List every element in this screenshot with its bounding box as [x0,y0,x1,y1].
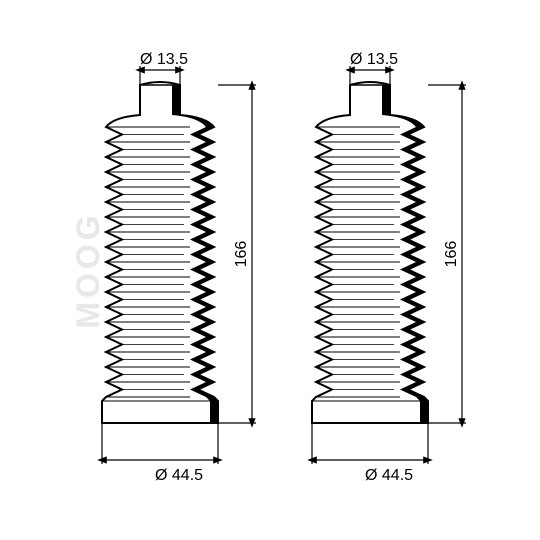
dim-bottom-0: Ø 44.5 [155,467,203,484]
dim-bottom-1: Ø 44.5 [365,467,413,484]
watermark-text: MOOG [70,211,107,328]
dim-height-0: 166 [233,241,250,268]
dim-top-0: Ø 13.5 [140,51,188,68]
diagram-canvas: MOOG Ø 13.5 Ø 44.5 166 Ø 13.5 Ø 44.5 166 [0,0,540,540]
dim-top-1: Ø 13.5 [350,51,398,68]
dim-height-1: 166 [443,241,460,268]
